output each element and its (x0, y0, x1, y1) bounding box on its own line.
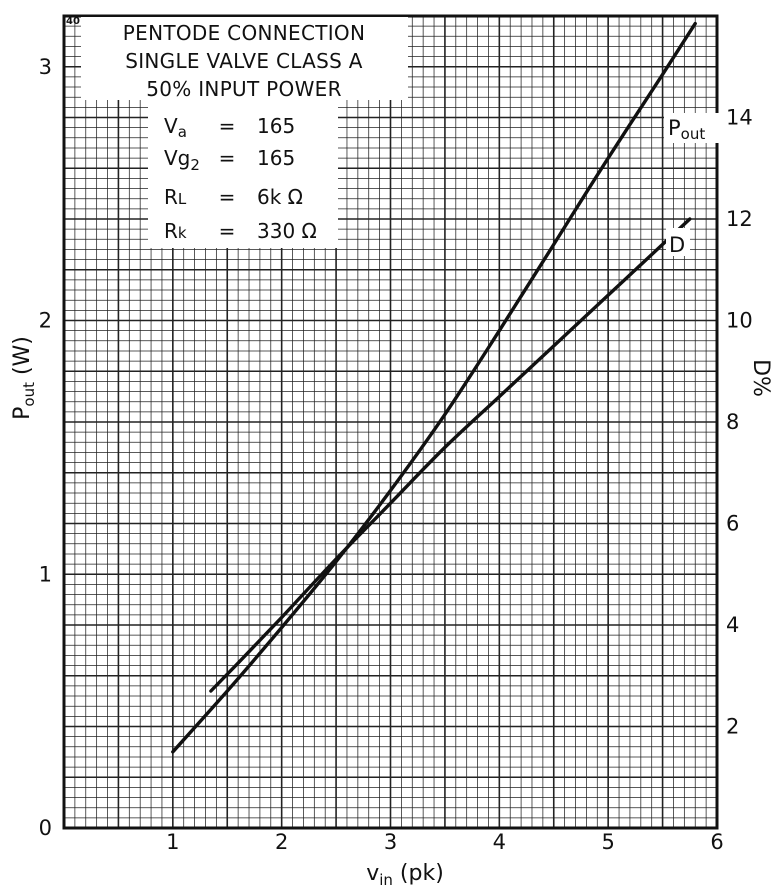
param-rk-eq: = (219, 219, 236, 243)
series-line-d (209, 217, 692, 693)
param-vg2-eq: = (219, 146, 236, 170)
info-heading-line-2: SINGLE VALVE CLASS A (125, 49, 363, 73)
series-layer (171, 21, 697, 754)
right-y-tick-label: 10 (726, 309, 753, 333)
corner-label: 40 (66, 16, 80, 27)
right-y-axis-title: D% (748, 359, 773, 397)
param-rl-value: 6k Ω (257, 185, 303, 209)
x-tick-label: 2 (275, 830, 288, 854)
param-rk-value: 330 Ω (257, 219, 317, 243)
series-label-d: D (669, 233, 685, 257)
right-y-tick-label: 12 (726, 207, 753, 231)
label-d: D (666, 228, 690, 257)
series-line-pout (171, 21, 697, 754)
info-heading-line-1: PENTODE CONNECTION (123, 21, 365, 45)
param-rl-label: RL (164, 185, 187, 209)
param-vg2-value: 165 (257, 146, 295, 170)
x-tick-label: 5 (601, 830, 614, 854)
label-pout: Pout (664, 113, 720, 143)
left-y-tick-label: 2 (39, 309, 52, 333)
info-box: PENTODE CONNECTION SINGLE VALVE CLASS A … (81, 17, 408, 248)
x-tick-label: 6 (710, 830, 723, 854)
left-y-tick-labels: 0 1 2 3 (39, 55, 52, 840)
plot-frame (62, 14, 719, 830)
x-tick-label: 1 (166, 830, 179, 854)
left-y-tick-label: 0 (39, 816, 52, 840)
right-y-tick-label: 4 (726, 613, 739, 637)
right-y-tick-label: 2 (726, 715, 739, 739)
param-rk-label: Rk (164, 219, 187, 243)
right-y-tick-label: 6 (726, 512, 739, 536)
right-y-tick-labels: 2 4 6 8 10 12 14 (726, 106, 753, 739)
left-y-axis-title: Pout (W) (10, 336, 38, 420)
left-y-tick-label: 3 (39, 55, 52, 79)
param-rl-eq: = (219, 185, 236, 209)
param-vg2-label: Vg2 (164, 146, 200, 174)
param-va-label: Va (164, 114, 187, 141)
label-d-bg (666, 228, 690, 256)
x-tick-label: 3 (384, 830, 397, 854)
info-box-params-bg (148, 100, 338, 248)
param-va-eq: = (219, 114, 236, 138)
label-pout-bg (664, 113, 720, 143)
major-grid (64, 16, 717, 828)
left-y-tick-label: 1 (39, 562, 52, 586)
right-y-tick-label: 8 (726, 410, 739, 434)
x-tick-label: 4 (493, 830, 506, 854)
series-label-pout: Pout (668, 116, 705, 143)
right-y-tick-label: 14 (726, 106, 753, 130)
x-axis-title: vin (pk) (366, 861, 444, 889)
info-box-heading-bg (81, 17, 408, 100)
info-heading-line-3: 50% INPUT POWER (146, 77, 342, 101)
x-tick-labels: 1 2 3 4 5 6 (166, 830, 724, 854)
param-va-value: 165 (257, 114, 295, 138)
